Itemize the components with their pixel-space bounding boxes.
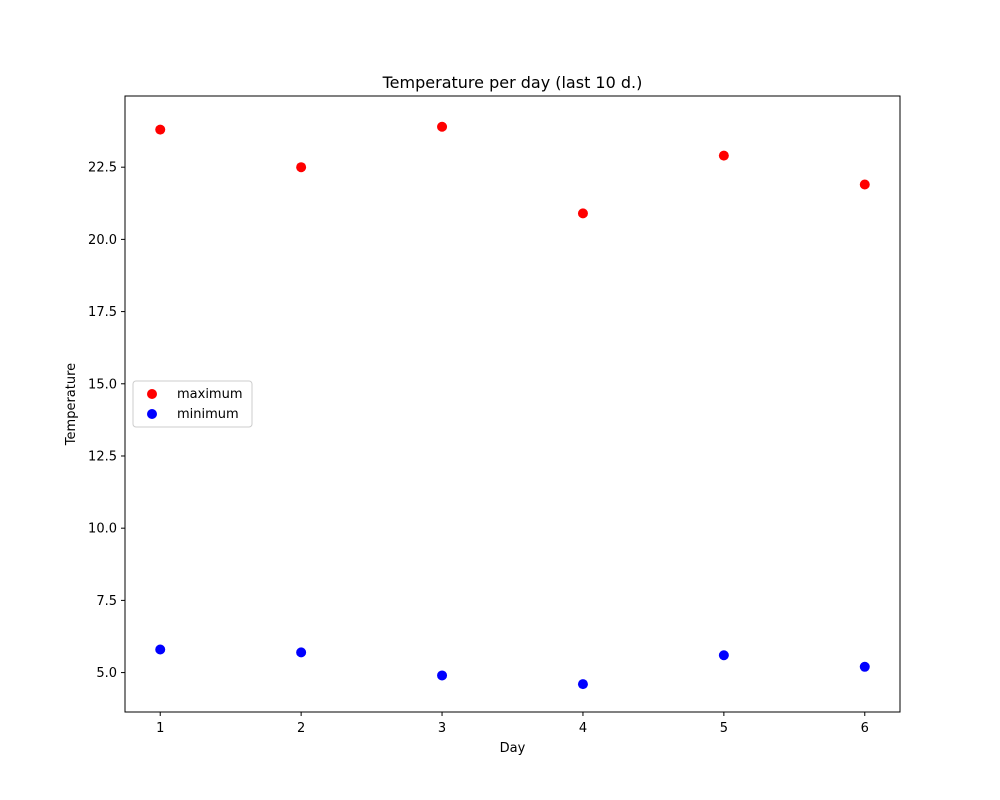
y-tick-label: 22.5	[88, 161, 117, 176]
y-tick-label: 15.0	[88, 377, 117, 392]
point-minimum-2	[296, 647, 307, 658]
point-minimum-5	[718, 650, 729, 661]
point-minimum-6	[859, 661, 870, 672]
point-minimum-3	[437, 670, 448, 681]
x-axis-label: Day	[500, 741, 526, 756]
chart-title: Temperature per day (last 10 d.)	[382, 73, 643, 92]
legend-label-minimum: minimum	[177, 407, 239, 422]
point-maximum-2	[296, 162, 307, 173]
y-tick-label: 12.5	[88, 449, 117, 464]
legend-label-maximum: maximum	[177, 387, 243, 402]
plot-frame	[124, 95, 901, 713]
y-tick-label: 20.0	[88, 233, 117, 248]
x-tick-label: 5	[720, 721, 728, 736]
y-tick-label: 10.0	[88, 522, 117, 537]
data-points	[155, 121, 870, 690]
x-tick-label: 4	[579, 721, 587, 736]
legend-box	[132, 380, 253, 428]
x-tick-label: 2	[297, 721, 305, 736]
y-axis-ticks: 5.0 7.5 10.0 12.5 15.0 17.5 20.0 22.5	[88, 161, 125, 681]
y-axis-label: Temperature	[64, 363, 79, 446]
y-tick-label: 17.5	[88, 305, 117, 320]
legend-marker-maximum	[147, 389, 157, 399]
point-maximum-1	[155, 124, 166, 135]
x-tick-label: 1	[156, 721, 164, 736]
legend-marker-minimum	[147, 409, 157, 419]
point-maximum-4	[577, 208, 588, 219]
point-maximum-5	[718, 150, 729, 161]
x-tick-label: 6	[861, 721, 869, 736]
y-tick-label: 7.5	[96, 594, 117, 609]
point-minimum-4	[577, 679, 588, 690]
x-axis-ticks: 1 2 3 4 5 6	[156, 712, 869, 736]
point-maximum-6	[859, 179, 870, 190]
point-minimum-1	[155, 644, 166, 655]
y-tick-label: 5.0	[96, 666, 117, 681]
x-tick-label: 3	[438, 721, 446, 736]
legend: maximum minimum	[132, 380, 253, 428]
point-maximum-3	[437, 121, 448, 132]
